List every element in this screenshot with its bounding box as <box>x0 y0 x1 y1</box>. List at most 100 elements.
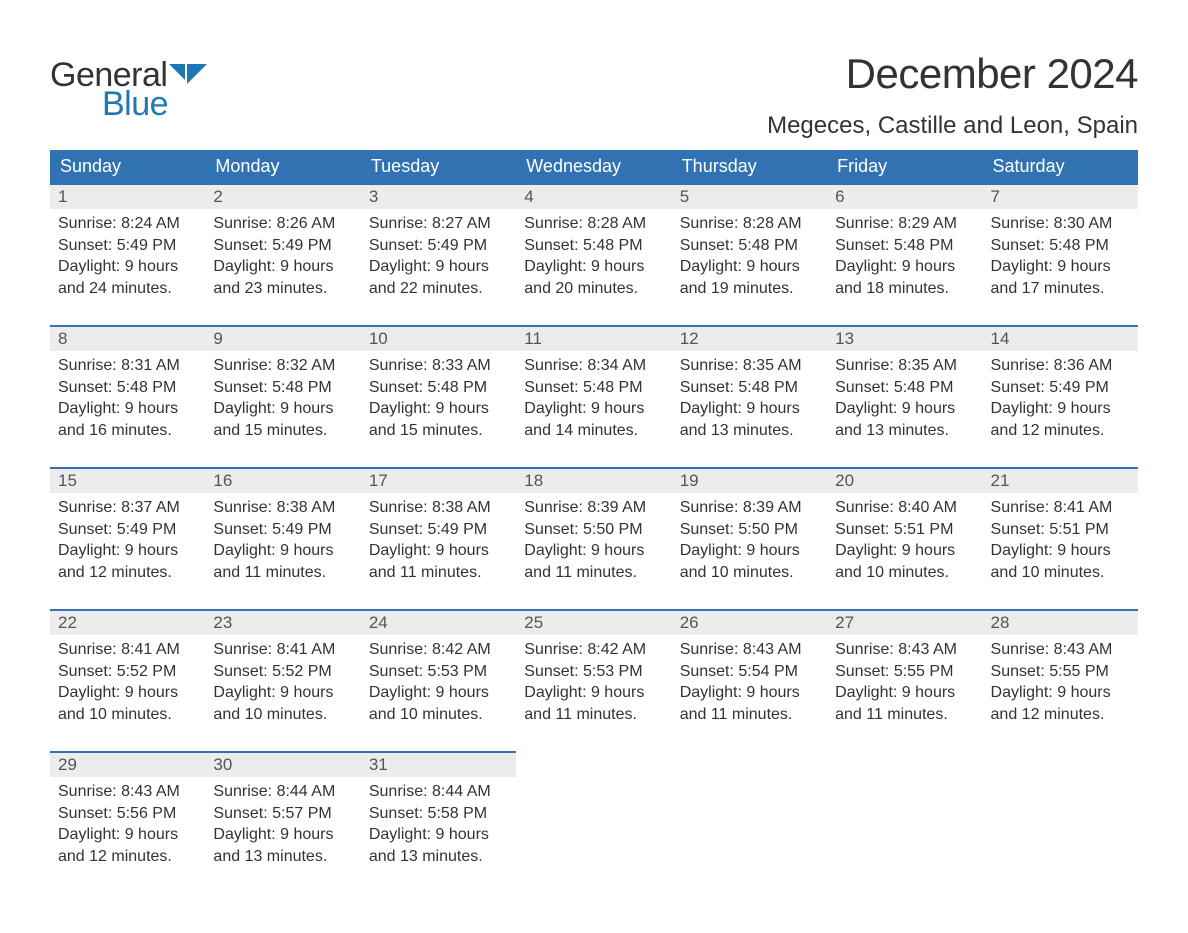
calendar-day-cell: 23Sunrise: 8:41 AMSunset: 5:52 PMDayligh… <box>205 609 360 751</box>
day-number: 22 <box>50 609 205 635</box>
daylight-line2: and 13 minutes. <box>680 420 819 442</box>
sunset-text: Sunset: 5:55 PM <box>991 661 1130 683</box>
calendar-day-cell: 17Sunrise: 8:38 AMSunset: 5:49 PMDayligh… <box>361 467 516 609</box>
day-number: 9 <box>205 325 360 351</box>
sunrise-text: Sunrise: 8:28 AM <box>680 213 819 235</box>
day-number: 17 <box>361 467 516 493</box>
calendar-day-cell: 18Sunrise: 8:39 AMSunset: 5:50 PMDayligh… <box>516 467 671 609</box>
daylight-line2: and 13 minutes. <box>835 420 974 442</box>
calendar-day-cell <box>672 751 827 893</box>
day-number: 16 <box>205 467 360 493</box>
sunrise-text: Sunrise: 8:32 AM <box>213 355 352 377</box>
daylight-line2: and 12 minutes. <box>58 562 197 584</box>
sunrise-text: Sunrise: 8:38 AM <box>213 497 352 519</box>
day-number: 26 <box>672 609 827 635</box>
day-details: Sunrise: 8:35 AMSunset: 5:48 PMDaylight:… <box>827 351 982 447</box>
sunset-text: Sunset: 5:52 PM <box>58 661 197 683</box>
sunset-text: Sunset: 5:57 PM <box>213 803 352 825</box>
calendar-day-cell: 29Sunrise: 8:43 AMSunset: 5:56 PMDayligh… <box>50 751 205 893</box>
calendar-day-cell: 27Sunrise: 8:43 AMSunset: 5:55 PMDayligh… <box>827 609 982 751</box>
day-details: Sunrise: 8:39 AMSunset: 5:50 PMDaylight:… <box>516 493 671 589</box>
day-number: 3 <box>361 183 516 209</box>
sunset-text: Sunset: 5:50 PM <box>680 519 819 541</box>
calendar-day-cell: 22Sunrise: 8:41 AMSunset: 5:52 PMDayligh… <box>50 609 205 751</box>
day-details: Sunrise: 8:43 AMSunset: 5:55 PMDaylight:… <box>983 635 1138 731</box>
day-number: 28 <box>983 609 1138 635</box>
day-details: Sunrise: 8:44 AMSunset: 5:58 PMDaylight:… <box>361 777 516 873</box>
daylight-line1: Daylight: 9 hours <box>835 540 974 562</box>
daylight-line1: Daylight: 9 hours <box>524 398 663 420</box>
calendar-day-cell: 9Sunrise: 8:32 AMSunset: 5:48 PMDaylight… <box>205 325 360 467</box>
sunset-text: Sunset: 5:54 PM <box>680 661 819 683</box>
day-details: Sunrise: 8:41 AMSunset: 5:52 PMDaylight:… <box>50 635 205 731</box>
sunrise-text: Sunrise: 8:43 AM <box>991 639 1130 661</box>
daylight-line2: and 12 minutes. <box>58 846 197 868</box>
day-number: 8 <box>50 325 205 351</box>
daylight-line1: Daylight: 9 hours <box>991 256 1130 278</box>
daylight-line2: and 15 minutes. <box>369 420 508 442</box>
calendar-day-cell <box>827 751 982 893</box>
weekday-header: Wednesday <box>516 150 671 183</box>
daylight-line2: and 14 minutes. <box>524 420 663 442</box>
daylight-line1: Daylight: 9 hours <box>835 398 974 420</box>
daylight-line1: Daylight: 9 hours <box>524 682 663 704</box>
sunset-text: Sunset: 5:49 PM <box>58 235 197 257</box>
calendar-day-cell: 4Sunrise: 8:28 AMSunset: 5:48 PMDaylight… <box>516 183 671 325</box>
daylight-line1: Daylight: 9 hours <box>991 540 1130 562</box>
sunset-text: Sunset: 5:51 PM <box>835 519 974 541</box>
daylight-line1: Daylight: 9 hours <box>369 540 508 562</box>
sunrise-text: Sunrise: 8:44 AM <box>213 781 352 803</box>
day-number: 31 <box>361 751 516 777</box>
sunset-text: Sunset: 5:51 PM <box>991 519 1130 541</box>
daylight-line2: and 18 minutes. <box>835 278 974 300</box>
daylight-line1: Daylight: 9 hours <box>58 824 197 846</box>
calendar-day-cell <box>516 751 671 893</box>
calendar-day-cell: 24Sunrise: 8:42 AMSunset: 5:53 PMDayligh… <box>361 609 516 751</box>
sunset-text: Sunset: 5:49 PM <box>213 235 352 257</box>
calendar-day-cell: 15Sunrise: 8:37 AMSunset: 5:49 PMDayligh… <box>50 467 205 609</box>
day-number: 2 <box>205 183 360 209</box>
sunrise-text: Sunrise: 8:34 AM <box>524 355 663 377</box>
day-details: Sunrise: 8:29 AMSunset: 5:48 PMDaylight:… <box>827 209 982 305</box>
daylight-line2: and 12 minutes. <box>991 420 1130 442</box>
sunrise-text: Sunrise: 8:30 AM <box>991 213 1130 235</box>
weekday-header: Monday <box>205 150 360 183</box>
day-details: Sunrise: 8:39 AMSunset: 5:50 PMDaylight:… <box>672 493 827 589</box>
day-number: 13 <box>827 325 982 351</box>
daylight-line2: and 13 minutes. <box>369 846 508 868</box>
daylight-line1: Daylight: 9 hours <box>680 256 819 278</box>
calendar-day-cell: 25Sunrise: 8:42 AMSunset: 5:53 PMDayligh… <box>516 609 671 751</box>
day-details: Sunrise: 8:42 AMSunset: 5:53 PMDaylight:… <box>516 635 671 731</box>
day-details: Sunrise: 8:44 AMSunset: 5:57 PMDaylight:… <box>205 777 360 873</box>
sunrise-text: Sunrise: 8:35 AM <box>680 355 819 377</box>
calendar-week-row: 1Sunrise: 8:24 AMSunset: 5:49 PMDaylight… <box>50 183 1138 325</box>
calendar-day-cell: 6Sunrise: 8:29 AMSunset: 5:48 PMDaylight… <box>827 183 982 325</box>
day-number: 10 <box>361 325 516 351</box>
sunset-text: Sunset: 5:49 PM <box>58 519 197 541</box>
sunset-text: Sunset: 5:49 PM <box>369 235 508 257</box>
daylight-line2: and 10 minutes. <box>991 562 1130 584</box>
day-number: 1 <box>50 183 205 209</box>
calendar-day-cell: 10Sunrise: 8:33 AMSunset: 5:48 PMDayligh… <box>361 325 516 467</box>
day-details: Sunrise: 8:31 AMSunset: 5:48 PMDaylight:… <box>50 351 205 447</box>
day-number: 21 <box>983 467 1138 493</box>
day-number: 7 <box>983 183 1138 209</box>
sunrise-text: Sunrise: 8:36 AM <box>991 355 1130 377</box>
day-details: Sunrise: 8:41 AMSunset: 5:51 PMDaylight:… <box>983 493 1138 589</box>
day-details: Sunrise: 8:33 AMSunset: 5:48 PMDaylight:… <box>361 351 516 447</box>
calendar-day-cell: 19Sunrise: 8:39 AMSunset: 5:50 PMDayligh… <box>672 467 827 609</box>
sunset-text: Sunset: 5:48 PM <box>991 235 1130 257</box>
sunset-text: Sunset: 5:55 PM <box>835 661 974 683</box>
daylight-line1: Daylight: 9 hours <box>369 682 508 704</box>
calendar-day-cell: 5Sunrise: 8:28 AMSunset: 5:48 PMDaylight… <box>672 183 827 325</box>
sunset-text: Sunset: 5:49 PM <box>369 519 508 541</box>
day-details: Sunrise: 8:42 AMSunset: 5:53 PMDaylight:… <box>361 635 516 731</box>
sunset-text: Sunset: 5:58 PM <box>369 803 508 825</box>
sunrise-text: Sunrise: 8:43 AM <box>835 639 974 661</box>
calendar-day-cell: 7 Sunrise: 8:30 AMSunset: 5:48 PMDaylight… <box>983 183 1138 325</box>
sunrise-text: Sunrise: 8:41 AM <box>58 639 197 661</box>
sunset-text: Sunset: 5:53 PM <box>369 661 508 683</box>
day-details: Sunrise: 8:43 AMSunset: 5:54 PMDaylight:… <box>672 635 827 731</box>
sunrise-text: Sunrise: 8:31 AM <box>58 355 197 377</box>
calendar-body: 1Sunrise: 8:24 AMSunset: 5:49 PMDaylight… <box>50 183 1138 893</box>
